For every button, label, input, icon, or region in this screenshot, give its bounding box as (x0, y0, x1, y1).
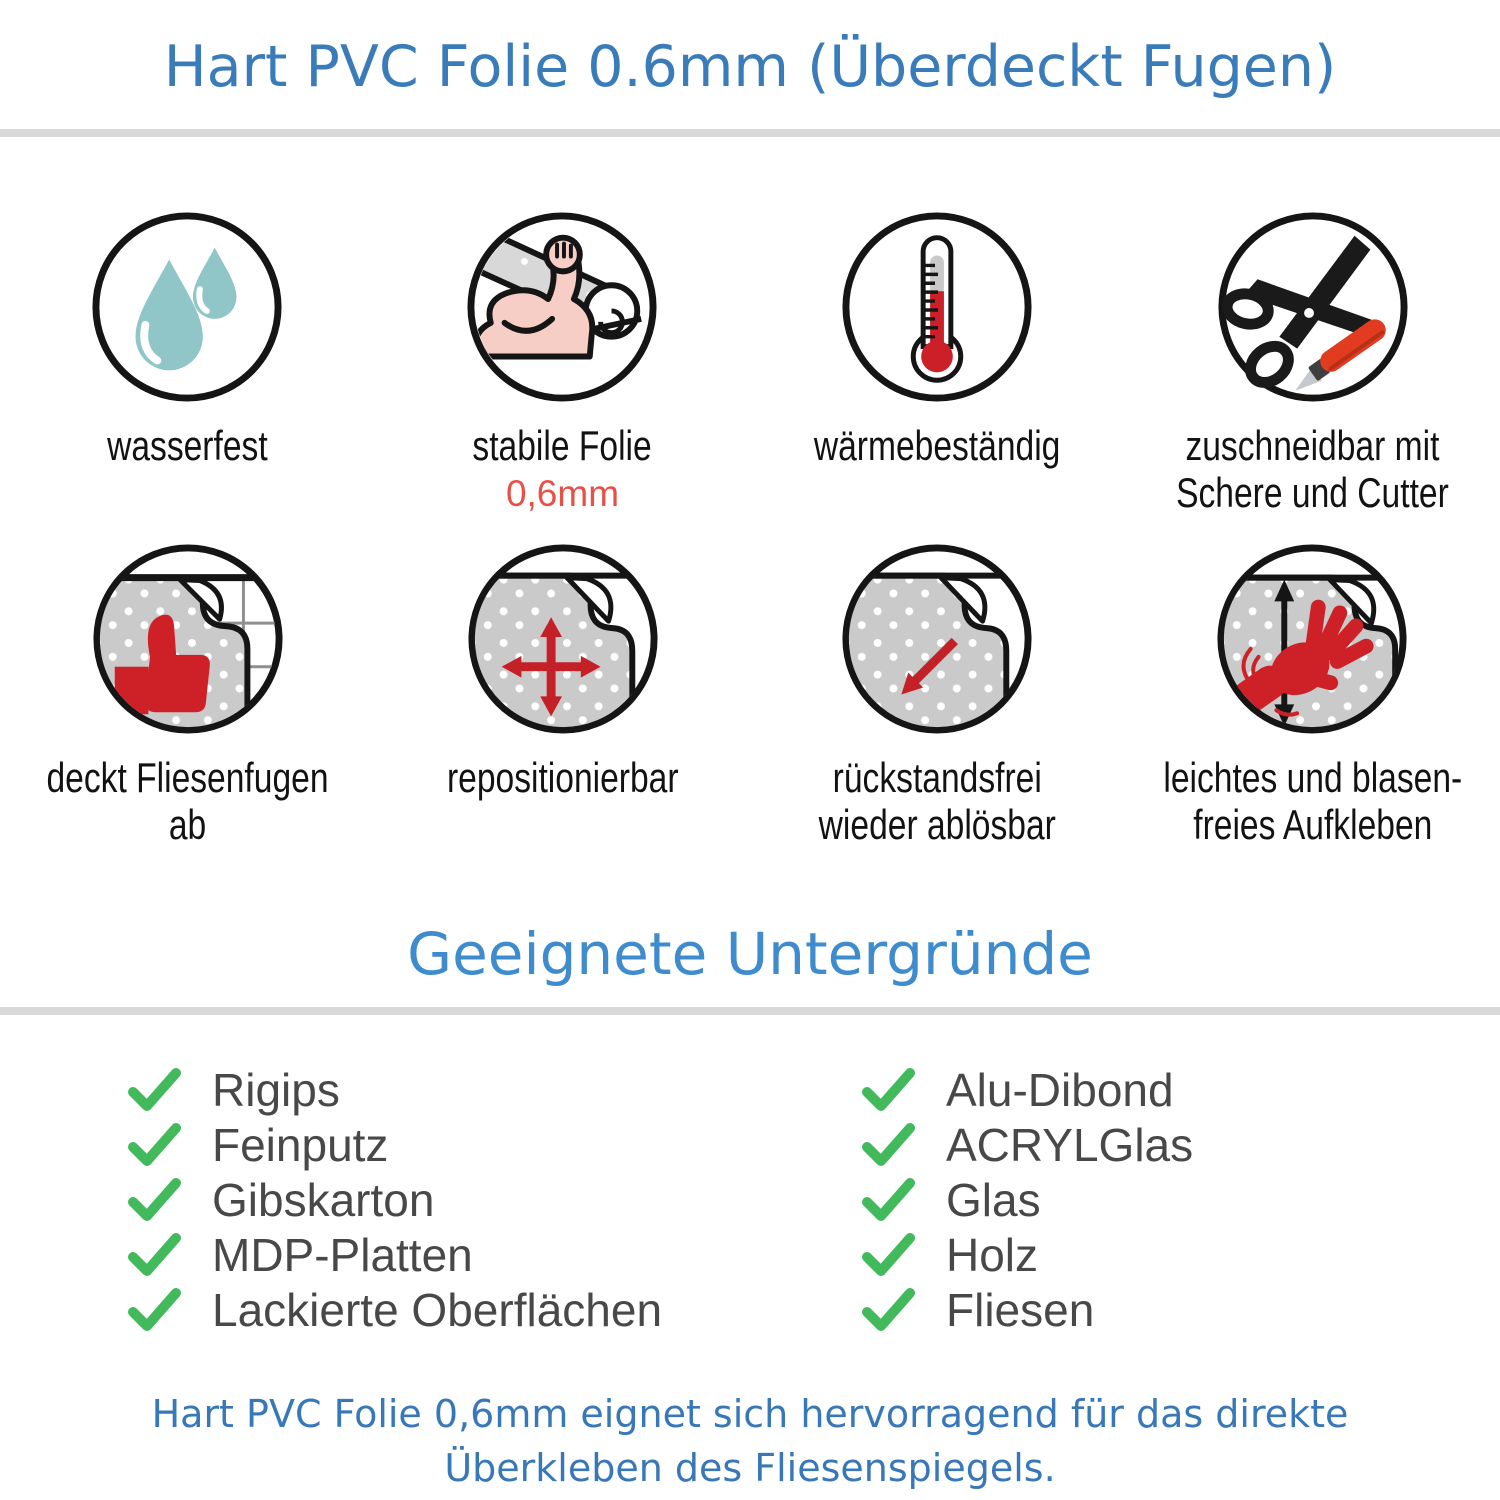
feature-sublabel-thickness: 0,6mm (505, 473, 620, 515)
checkmark-icon (128, 1177, 181, 1221)
substrate-list-left: Rigips Feinputz Gibskarton MDP-Platten L… (128, 1062, 662, 1337)
feature-repositionierbar: repositionierbar (418, 540, 708, 848)
list-item: MDP-Platten (128, 1227, 662, 1282)
checkmark-icon (862, 1232, 915, 1276)
feature-wasserfest: wasserfest (87, 208, 288, 516)
substrate-label: Lackierte Oberflächen (212, 1283, 663, 1336)
substrate-label: Fliesen (946, 1283, 1095, 1336)
list-item: Gibskarton (128, 1172, 662, 1227)
feature-rueckstandsfrei: rückstandsfrei wieder ablösbar (789, 540, 1086, 848)
feature-label: wärmebeständig (814, 422, 1061, 469)
feature-row-1: wasserfest (0, 208, 1500, 516)
substrate-label: Gibskarton (212, 1173, 435, 1226)
feature-leichtes-aufkleben: leichtes und blasen- freies Aufkleben (1126, 540, 1500, 848)
substrate-label: Glas (946, 1173, 1041, 1226)
substrate-label: ACRYLGlas (946, 1118, 1194, 1171)
feature-label: stabile Folie (472, 422, 653, 469)
feature-label: wasserfest (107, 422, 268, 469)
list-item: Holz (862, 1227, 1193, 1282)
move-arrows-foil-icon (464, 540, 662, 738)
feature-deckt-fliesenfugen: deckt Fliesenfugen ab (0, 540, 375, 848)
section-title-untergruende: Geeignete Untergründe (407, 920, 1093, 988)
substrate-label: Holz (946, 1228, 1039, 1281)
checkmark-icon (862, 1067, 915, 1111)
feature-zuschneidbar: zuschneidbar mit Schere und Cutter (1142, 208, 1483, 516)
checkmark-icon (128, 1287, 181, 1331)
checkmark-icon (128, 1122, 181, 1166)
checkmark-icon (862, 1122, 915, 1166)
smoothing-hand-foil-icon (1213, 540, 1411, 738)
tile-thumbs-up-icon (89, 540, 287, 738)
middle-divider (0, 1007, 1500, 1015)
feature-label: deckt Fliesenfugen ab (46, 754, 329, 849)
strong-arm-foil-icon (463, 208, 661, 406)
list-item: Fliesen (862, 1282, 1193, 1337)
scissors-cutter-icon (1214, 208, 1412, 406)
feature-stabile-folie: stabile Folie 0,6mm (450, 208, 674, 516)
substrate-label: Rigips (212, 1063, 340, 1116)
top-divider (0, 129, 1500, 137)
water-drops-icon (88, 208, 286, 406)
feature-label: rückstandsfrei wieder ablösbar (818, 754, 1057, 849)
footer-note: Hart PVC Folie 0,6mm eignet sich hervorr… (151, 1392, 1349, 1490)
checkmark-icon (128, 1067, 181, 1111)
feature-label: leichtes und blasen- freies Aufkleben (1163, 754, 1462, 849)
thermometer-icon (838, 208, 1036, 406)
page-title: Hart PVC Folie 0.6mm (Überdeckt Fugen) (163, 34, 1337, 100)
peel-off-arrow-foil-icon (838, 540, 1036, 738)
checkmark-icon (862, 1287, 915, 1331)
list-item: Glas (862, 1172, 1193, 1227)
list-item: Rigips (128, 1062, 662, 1117)
substrate-label: Feinputz (212, 1118, 389, 1171)
feature-label: repositionierbar (446, 754, 679, 801)
substrate-label: MDP-Platten (212, 1228, 473, 1281)
substrate-label: Alu-Dibond (946, 1063, 1174, 1116)
checkmark-icon (862, 1177, 915, 1221)
list-item: ACRYLGlas (862, 1117, 1193, 1172)
list-item: Feinputz (128, 1117, 662, 1172)
feature-label: zuschneidbar mit Schere und Cutter (1176, 422, 1449, 517)
substrate-list-right: Alu-Dibond ACRYLGlas Glas Holz Fliesen (862, 1062, 1193, 1337)
feature-waermebestaendig: wärmebeständig (783, 208, 1091, 516)
list-item: Lackierte Oberflächen (128, 1282, 662, 1337)
checkmark-icon (128, 1232, 181, 1276)
list-item: Alu-Dibond (862, 1062, 1193, 1117)
feature-row-2: deckt Fliesenfugen ab (0, 540, 1500, 848)
